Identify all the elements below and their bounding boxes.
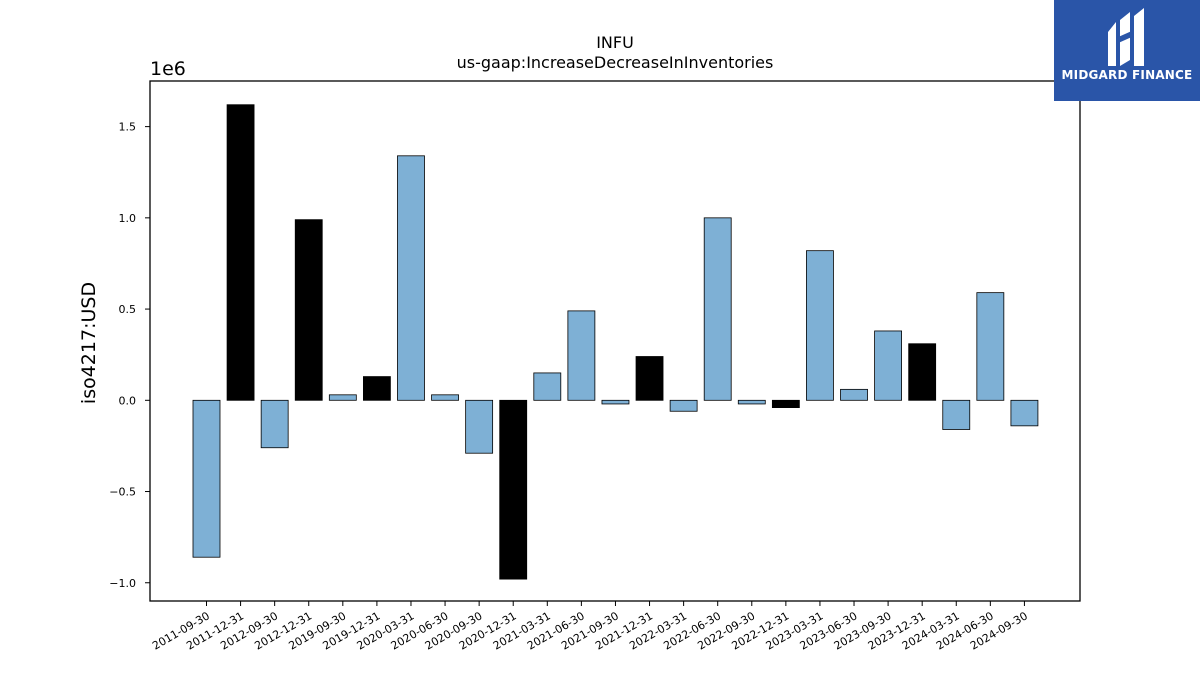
bar-2022-12-31 bbox=[771, 399, 800, 408]
bar-2022-09-30 bbox=[737, 399, 766, 405]
bars-group bbox=[192, 104, 1039, 580]
chart-subtitle: us-gaap:IncreaseDecreaseInInventories bbox=[457, 53, 774, 72]
bar-2024-06-30 bbox=[976, 292, 1005, 401]
bar-2020-06-30 bbox=[431, 394, 459, 401]
y-ticks-group: −1.0 −0.5 0.0 0.5 1.0 1.5 bbox=[109, 121, 150, 590]
bar-2020-09-30 bbox=[465, 399, 494, 454]
y-tick-label: 1.5 bbox=[119, 121, 137, 134]
y-tick-label: −1.0 bbox=[109, 577, 136, 590]
logo-text: MIDGARD FINANCE bbox=[1061, 68, 1193, 82]
bar-2024-09-30 bbox=[1010, 399, 1039, 427]
plot-frame bbox=[149, 80, 1081, 602]
y-axis-label: iso4217:USD bbox=[78, 282, 100, 404]
chart-title: INFU bbox=[596, 33, 634, 52]
bar-2023-06-30 bbox=[840, 388, 868, 401]
bar-2022-06-30 bbox=[703, 217, 732, 401]
bar-2012-12-31 bbox=[294, 219, 323, 401]
bar-2020-03-31 bbox=[397, 155, 425, 401]
y-tick-label: 1.0 bbox=[119, 212, 137, 225]
bar-2012-09-30 bbox=[260, 399, 289, 449]
bar-2021-09-30 bbox=[601, 399, 630, 405]
bar-2011-12-31 bbox=[226, 104, 255, 401]
bar-2023-09-30 bbox=[874, 330, 902, 401]
bar-2021-12-31 bbox=[635, 356, 664, 401]
y-offset-label: 1e6 bbox=[150, 58, 186, 80]
bar-2019-12-31 bbox=[362, 376, 391, 401]
bar-2023-12-31 bbox=[908, 343, 937, 401]
midgard-logo-icon bbox=[1108, 8, 1144, 66]
y-tick-label: 0.0 bbox=[119, 394, 137, 407]
bar-2021-06-30 bbox=[567, 310, 596, 401]
y-tick-label: −0.5 bbox=[109, 486, 136, 499]
bar-2020-12-31 bbox=[499, 399, 528, 580]
midgard-finance-logo: MIDGARD FINANCE bbox=[1054, 0, 1200, 101]
bar-2021-03-31 bbox=[533, 372, 562, 401]
x-ticks-group: 2011-09-302011-12-312012-09-302012-12-31… bbox=[150, 601, 1030, 653]
y-tick-label: 0.5 bbox=[119, 303, 137, 316]
bar-2011-09-30 bbox=[192, 399, 221, 558]
bar-2019-09-30 bbox=[328, 394, 357, 401]
bar-2022-03-31 bbox=[669, 399, 698, 412]
bar-2023-03-31 bbox=[806, 250, 834, 401]
bar-2024-03-31 bbox=[942, 399, 971, 430]
